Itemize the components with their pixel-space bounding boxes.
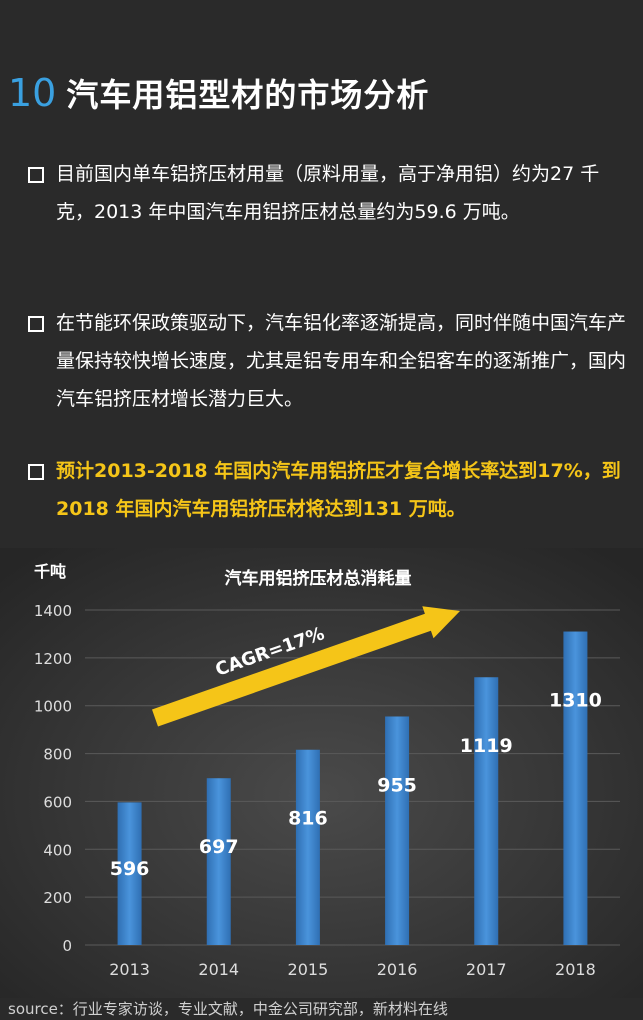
bullet-item-2: 在节能环保政策驱动下，汽车铝化率逐渐提高，同时伴随中国汽车产量保持较快增长速度，… — [26, 304, 626, 418]
bullet-item-1: 目前国内单车铝挤压材用量（原料用量，高于净用铝）约为27 千克，2013 年中国… — [26, 155, 626, 231]
y-tick-label: 1200 — [34, 650, 72, 668]
y-tick-label: 1400 — [34, 602, 72, 620]
y-axis-ticks: 0 200 400 600 800 1000 1200 1400 — [34, 602, 72, 955]
y-tick-label: 400 — [43, 841, 72, 859]
chart-title: 汽车用铝挤压材总消耗量 — [225, 568, 412, 589]
data-label: 697 — [199, 836, 239, 858]
x-tick-label: 2018 — [555, 960, 596, 979]
data-label: 596 — [110, 858, 150, 880]
bar-2018 — [563, 631, 588, 945]
bar-2015 — [295, 749, 320, 945]
bar-2016 — [385, 716, 410, 945]
bullet-text-highlight: 预计2013-2018 年国内汽车用铝挤压才复合增长率达到17%，到2018 年… — [56, 460, 621, 520]
y-tick-label: 600 — [43, 793, 72, 811]
cagr-arrow-shape — [152, 606, 460, 727]
bullet-text: 在节能环保政策驱动下，汽车铝化率逐渐提高，同时伴随中国汽车产量保持较快增长速度，… — [56, 312, 627, 410]
checkbox-square-icon — [28, 167, 44, 183]
y-tick-label: 0 — [62, 937, 72, 955]
slide-number: 10 — [8, 71, 57, 115]
x-tick-label: 2017 — [466, 960, 507, 979]
data-labels: 596 697 816 955 1119 1310 — [110, 690, 602, 880]
x-tick-label: 2013 — [109, 960, 150, 979]
data-label: 1119 — [460, 735, 513, 757]
consumption-bar-chart: 千吨 汽车用铝挤压材总消耗量 0 200 400 600 800 1000 1200 1400… — [0, 548, 643, 998]
source-note: source：行业专家访谈，专业文献，中金公司研究部，新材料在线 — [8, 1000, 448, 1018]
checkbox-square-icon — [28, 316, 44, 332]
slide-heading: 汽车用铝型材的市场分析 — [66, 76, 430, 114]
bar-2014 — [206, 778, 231, 945]
y-tick-label: 800 — [43, 746, 72, 764]
bullet-text: 目前国内单车铝挤压材用量（原料用量，高于净用铝）约为27 千克，2013 年中国… — [56, 163, 600, 223]
data-label: 816 — [288, 808, 328, 830]
data-label: 1310 — [549, 690, 602, 712]
x-axis-ticks: 2013 2014 2015 2016 2017 2018 — [109, 960, 596, 979]
bullet-item-3: 预计2013-2018 年国内汽车用铝挤压才复合增长率达到17%，到2018 年… — [26, 452, 626, 528]
x-tick-label: 2016 — [377, 960, 418, 979]
bar-2017 — [474, 677, 499, 945]
x-tick-label: 2014 — [198, 960, 239, 979]
x-tick-label: 2015 — [288, 960, 329, 979]
bars — [117, 631, 588, 945]
chart-background — [0, 548, 643, 998]
y-tick-label: 200 — [43, 889, 72, 907]
slide-title: 10 汽车用铝型材的市场分析 — [8, 70, 429, 120]
y-axis-label: 千吨 — [34, 562, 66, 581]
bar-2013 — [117, 802, 142, 945]
checkbox-square-icon — [28, 464, 44, 480]
y-tick-label: 1000 — [34, 698, 72, 716]
data-label: 955 — [377, 774, 417, 796]
